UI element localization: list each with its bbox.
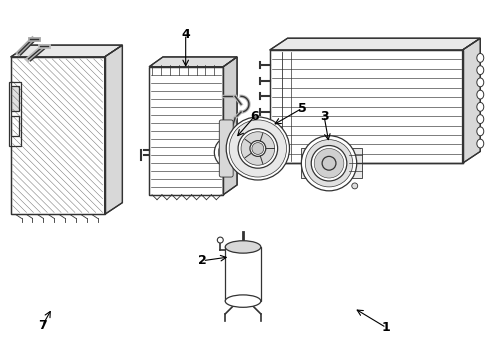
Text: 1: 1: [382, 321, 391, 334]
Ellipse shape: [225, 241, 261, 253]
Polygon shape: [104, 45, 122, 215]
Circle shape: [226, 117, 290, 180]
Circle shape: [250, 141, 266, 156]
Circle shape: [352, 183, 358, 189]
Ellipse shape: [477, 115, 484, 123]
Polygon shape: [11, 57, 104, 215]
Circle shape: [322, 156, 336, 170]
Polygon shape: [9, 82, 21, 145]
Circle shape: [214, 137, 246, 168]
Ellipse shape: [477, 66, 484, 75]
Bar: [225, 247, 261, 301]
Circle shape: [241, 132, 275, 165]
Polygon shape: [149, 67, 223, 195]
Text: 6: 6: [250, 109, 259, 122]
Circle shape: [228, 139, 238, 148]
FancyBboxPatch shape: [220, 120, 233, 177]
Circle shape: [311, 145, 347, 181]
Polygon shape: [11, 116, 19, 136]
Ellipse shape: [225, 295, 261, 307]
Ellipse shape: [477, 54, 484, 62]
Ellipse shape: [477, 127, 484, 136]
Text: 7: 7: [38, 319, 47, 332]
Polygon shape: [11, 45, 122, 57]
Polygon shape: [223, 57, 237, 195]
Circle shape: [219, 141, 242, 164]
Circle shape: [238, 129, 278, 168]
Polygon shape: [270, 38, 480, 50]
Circle shape: [314, 148, 344, 178]
Circle shape: [301, 136, 357, 191]
Polygon shape: [463, 38, 480, 163]
Circle shape: [229, 120, 287, 177]
Polygon shape: [11, 86, 19, 111]
Text: 4: 4: [181, 28, 190, 41]
Ellipse shape: [477, 139, 484, 148]
Text: 5: 5: [298, 102, 307, 114]
Ellipse shape: [477, 78, 484, 87]
Ellipse shape: [477, 103, 484, 111]
Circle shape: [223, 145, 237, 159]
Polygon shape: [301, 148, 362, 178]
Polygon shape: [149, 57, 237, 67]
Text: 3: 3: [320, 109, 328, 122]
Circle shape: [218, 237, 223, 243]
Ellipse shape: [477, 90, 484, 99]
Text: 2: 2: [198, 254, 207, 267]
Circle shape: [252, 143, 264, 154]
Circle shape: [305, 140, 353, 187]
Polygon shape: [270, 50, 463, 163]
